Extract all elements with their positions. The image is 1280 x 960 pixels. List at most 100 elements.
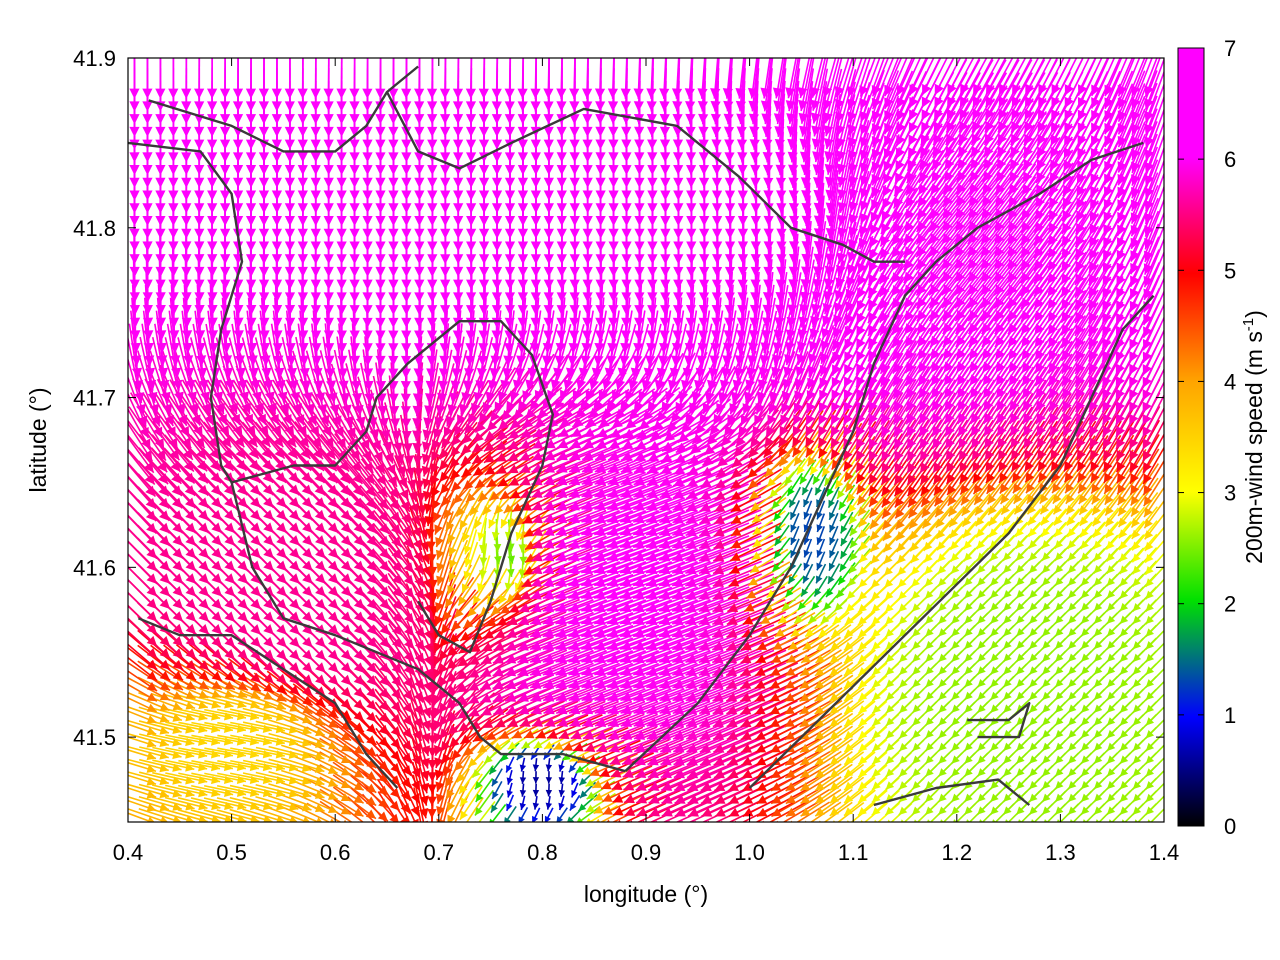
wind-arrow-head [532,764,540,772]
wind-arrow-head [829,794,840,804]
wind-arrow [333,798,365,822]
wind-arrow-head [871,806,881,816]
wind-arrow-head [1042,793,1051,802]
wind-arrow-shaft [755,801,796,822]
wind-arrow [280,781,325,799]
wind-arrow-head [576,817,583,822]
wind-arrow-head [1029,768,1038,777]
wind-arrow [268,732,312,747]
wind-arrow [1145,782,1164,803]
wind-arrow-head [1031,819,1035,822]
wind-arrow-head [329,818,335,822]
wind-arrow-head [601,780,612,790]
wind-arrow-head [1029,780,1038,790]
wind-arrow [558,795,565,811]
wind-arrow-head [816,641,826,650]
wind-arrow-head [419,782,430,794]
wind-arrow-head [390,775,401,786]
wind-arrow-head [938,768,947,777]
wind-arrow-head [700,781,712,792]
wind-arrow-head [814,743,825,753]
wind-arrow-head [992,819,996,822]
wind-arrow-head [785,782,796,791]
wind-arrow-head [378,798,389,809]
wind-arrow-head [1134,819,1139,822]
wind-arrow-head [411,767,421,779]
wind-arrow-head [340,767,351,776]
wind-arrow-head [1119,755,1129,764]
wind-arrow [128,799,157,812]
wind-arrow-head [714,782,726,791]
wind-arrow-head [556,815,564,822]
wind-arrow-head [442,753,452,764]
wind-arrow-head [661,781,673,791]
wind-arrow-head [353,794,364,804]
wind-arrow [332,786,377,820]
wind-arrow-head [624,794,635,804]
wind-arrow-head [301,738,312,747]
wind-arrow [151,796,195,811]
wind-arrow-head [475,793,484,802]
wind-arrow-head [1003,780,1012,790]
wind-arrow [375,727,412,777]
wind-arrow-head [829,781,840,791]
wind-arrow-head [756,769,767,778]
wind-arrow-head [545,789,553,797]
wind-arrow-shaft [293,804,331,822]
wind-arrow-head [885,768,895,777]
wind-arrow-head [593,805,604,814]
wind-arrow-head [1119,806,1129,815]
wind-arrow-head [1119,780,1129,790]
wind-arrow-head [506,764,513,773]
wind-arrow-head [673,768,686,779]
wind-arrow-head [1068,793,1077,802]
wind-arrow-head [898,806,908,815]
wind-arrow-head [1018,819,1022,822]
wind-arrow-head [609,755,621,765]
wind-arrow-shaft [466,797,484,822]
wind-arrow-head [815,756,825,765]
wind-arrow-head [800,756,811,766]
wind-arrow-head [741,756,753,766]
wind-arrow [242,808,286,822]
wind-arrow-head [1093,806,1103,815]
wind-arrow-head [146,764,156,773]
wind-arrow-head [899,755,908,764]
wind-arrow-head [571,777,578,785]
wind-arrow-head [1055,780,1064,790]
wind-arrow-head [687,769,699,779]
wind-arrow-head [635,768,647,778]
wind-arrow-head [419,808,429,819]
wind-arrow [459,773,483,807]
wind-arrow-head [977,793,986,802]
wind-arrow-head [925,768,934,777]
wind-arrow-head [353,781,364,791]
wind-arrow-head [545,777,553,784]
wind-arrow-head [1094,755,1103,764]
wind-arrow [568,756,582,773]
wind-arrow-head [713,769,725,779]
wind-arrow-head [1094,780,1103,790]
wind-arrow-head [858,807,867,816]
wind-arrow [268,783,312,799]
wind-arrow-head [365,809,376,819]
wind-arrow-head [327,804,338,814]
wind-arrow-head [159,764,169,773]
wind-arrow [138,795,183,811]
wind-arrow-head [1094,768,1103,777]
wind-arrow-head [1055,793,1064,802]
wind-arrow-head [401,777,411,789]
wind-arrow-head [966,819,970,822]
wind-arrow-head [458,595,467,606]
wind-arrow-head [1068,806,1077,815]
wind-arrow-head [844,768,854,778]
wind-arrow [814,776,853,804]
wind-arrow-head [378,760,389,771]
wind-arrow-head [1081,768,1090,777]
wind-arrow-head [1106,755,1116,764]
wind-arrow-head [872,781,881,790]
wind-arrow [814,751,853,779]
wind-arrow [784,738,831,766]
wind-arrow-head [912,755,921,764]
wind-arrow [293,728,339,750]
